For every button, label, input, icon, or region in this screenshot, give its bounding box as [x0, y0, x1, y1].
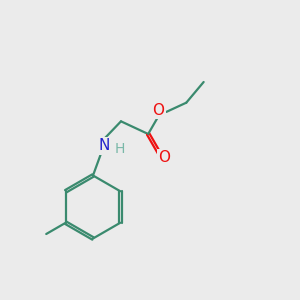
Text: H: H: [115, 142, 125, 156]
Text: O: O: [152, 103, 164, 118]
Text: O: O: [158, 150, 170, 165]
Text: N: N: [98, 138, 110, 153]
